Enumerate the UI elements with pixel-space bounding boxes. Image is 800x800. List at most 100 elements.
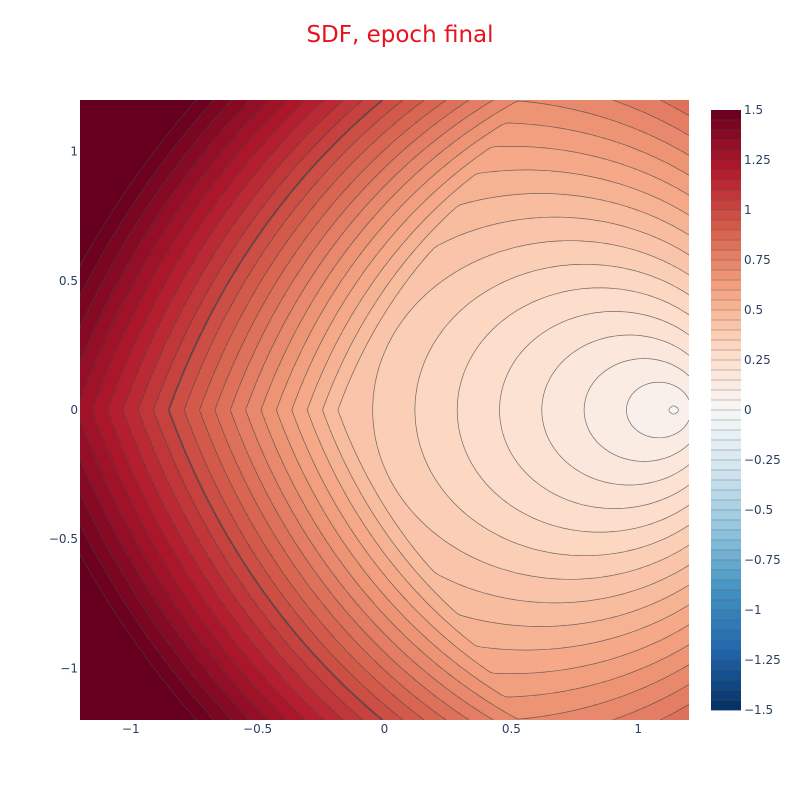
contour-line — [137, 100, 344, 720]
colorbar-band — [711, 490, 741, 501]
colorbar-band — [711, 500, 741, 511]
contour-line — [414, 263, 689, 557]
contour-line — [80, 100, 197, 720]
colorbar-ticks: 1.5 1.25 1 0.75 0.5 0.25 0 −0.25 −0.5 −0.75 −1 −1.2… — [744, 103, 781, 717]
colorbar-band — [711, 700, 741, 711]
contour-line — [80, 100, 233, 720]
x-tick-label: 0 — [381, 722, 389, 736]
colorbar-band — [711, 340, 741, 351]
colorbar-band — [711, 480, 741, 491]
contour-line — [322, 193, 689, 627]
y-tick-label: −1 — [60, 661, 78, 675]
colorbar-band — [711, 290, 741, 301]
colorbar-band — [711, 180, 741, 191]
contour-line — [80, 100, 215, 720]
y-tick-label: 1 — [70, 145, 78, 159]
contour-line — [276, 122, 689, 698]
colorbar-tick-label: −1 — [744, 603, 762, 617]
x-axis-ticks: −1 −0.5 0 0.5 1 — [122, 722, 642, 736]
contour-line — [291, 145, 689, 675]
contour-line — [122, 100, 324, 720]
colorbar-tick-label: 0.5 — [744, 303, 763, 317]
colorbar-band — [711, 660, 741, 671]
colorbar-band — [711, 600, 741, 611]
contour-line — [499, 311, 689, 509]
contour-line — [626, 381, 689, 439]
contour-line — [183, 100, 404, 720]
colorbar-tick-label: 0 — [744, 403, 752, 417]
colorbar-band — [711, 360, 741, 371]
colorbar-tick-label: −0.5 — [744, 503, 773, 517]
contour-line — [260, 100, 689, 720]
colorbar-band — [711, 280, 741, 291]
colorbar-tick-label: −1.25 — [744, 653, 781, 667]
chart-title: SDF, epoch final — [306, 22, 494, 48]
colorbar-band — [711, 160, 741, 171]
colorbar-tick-label: 0.25 — [744, 353, 771, 367]
colorbar-band — [711, 650, 741, 661]
colorbar-band — [711, 520, 741, 531]
colorbar-band — [711, 220, 741, 231]
colorbar-band — [711, 260, 741, 271]
colorbar-band — [711, 470, 741, 481]
colorbar-tick-label: 1.25 — [744, 153, 771, 167]
contour-fill — [80, 100, 689, 720]
colorbar-band — [711, 140, 741, 151]
colorbar-band — [711, 670, 741, 681]
colorbar-band — [711, 110, 741, 121]
colorbar-band — [711, 130, 741, 141]
x-tick-label: −1 — [122, 722, 140, 736]
colorbar-tick-label: 0.75 — [744, 253, 771, 267]
colorbar-band — [711, 320, 741, 331]
colorbar-band — [711, 200, 741, 211]
colorbar-band — [711, 590, 741, 601]
colorbar-band — [711, 240, 741, 251]
colorbar-band — [711, 530, 741, 541]
contour-line — [229, 100, 689, 720]
colorbar-band — [711, 300, 741, 311]
contour-line — [153, 100, 363, 720]
contour-line — [541, 334, 689, 486]
contour-line — [80, 100, 251, 720]
contour-line — [245, 100, 689, 720]
y-tick-label: −0.5 — [49, 532, 78, 546]
colorbar-band — [711, 170, 741, 181]
x-tick-label: −0.5 — [243, 722, 272, 736]
colorbar: 1.5 1.25 1 0.75 0.5 0.25 0 −0.25 −0.5 −0.75 −1 −1.2… — [711, 103, 781, 717]
colorbar-band — [711, 380, 741, 391]
colorbar-band — [711, 330, 741, 341]
contour-line — [199, 100, 425, 720]
contour-line — [80, 100, 269, 720]
colorbar-band — [711, 390, 741, 401]
plot-area — [80, 100, 689, 720]
contour-line — [167, 100, 384, 720]
contour-line — [91, 100, 287, 720]
contour-line — [306, 169, 689, 651]
colorbar-band — [711, 580, 741, 591]
contour-line — [583, 358, 689, 462]
x-tick-label: 1 — [634, 722, 642, 736]
x-tick-label: 0.5 — [502, 722, 521, 736]
y-tick-label: 0 — [70, 403, 78, 417]
colorbar-band — [711, 150, 741, 161]
contour-line — [106, 100, 306, 720]
colorbar-band — [711, 560, 741, 571]
colorbar-band — [711, 430, 741, 441]
colorbar-band — [711, 400, 741, 411]
colorbar-band — [711, 690, 741, 701]
contour-line — [456, 287, 689, 533]
colorbar-tick-label: −0.25 — [744, 453, 781, 467]
colorbar-band — [711, 440, 741, 451]
contour-line — [214, 100, 447, 720]
colorbar-band — [711, 450, 741, 461]
colorbar-band — [711, 620, 741, 631]
colorbar-band — [711, 680, 741, 691]
colorbar-band — [711, 350, 741, 361]
colorbar-band — [711, 610, 741, 621]
colorbar-band — [711, 410, 741, 421]
colorbar-tick-label: −0.75 — [744, 553, 781, 567]
colorbar-tick-label: 1.5 — [744, 103, 763, 117]
contour-line — [668, 405, 679, 415]
colorbar-band — [711, 310, 741, 321]
